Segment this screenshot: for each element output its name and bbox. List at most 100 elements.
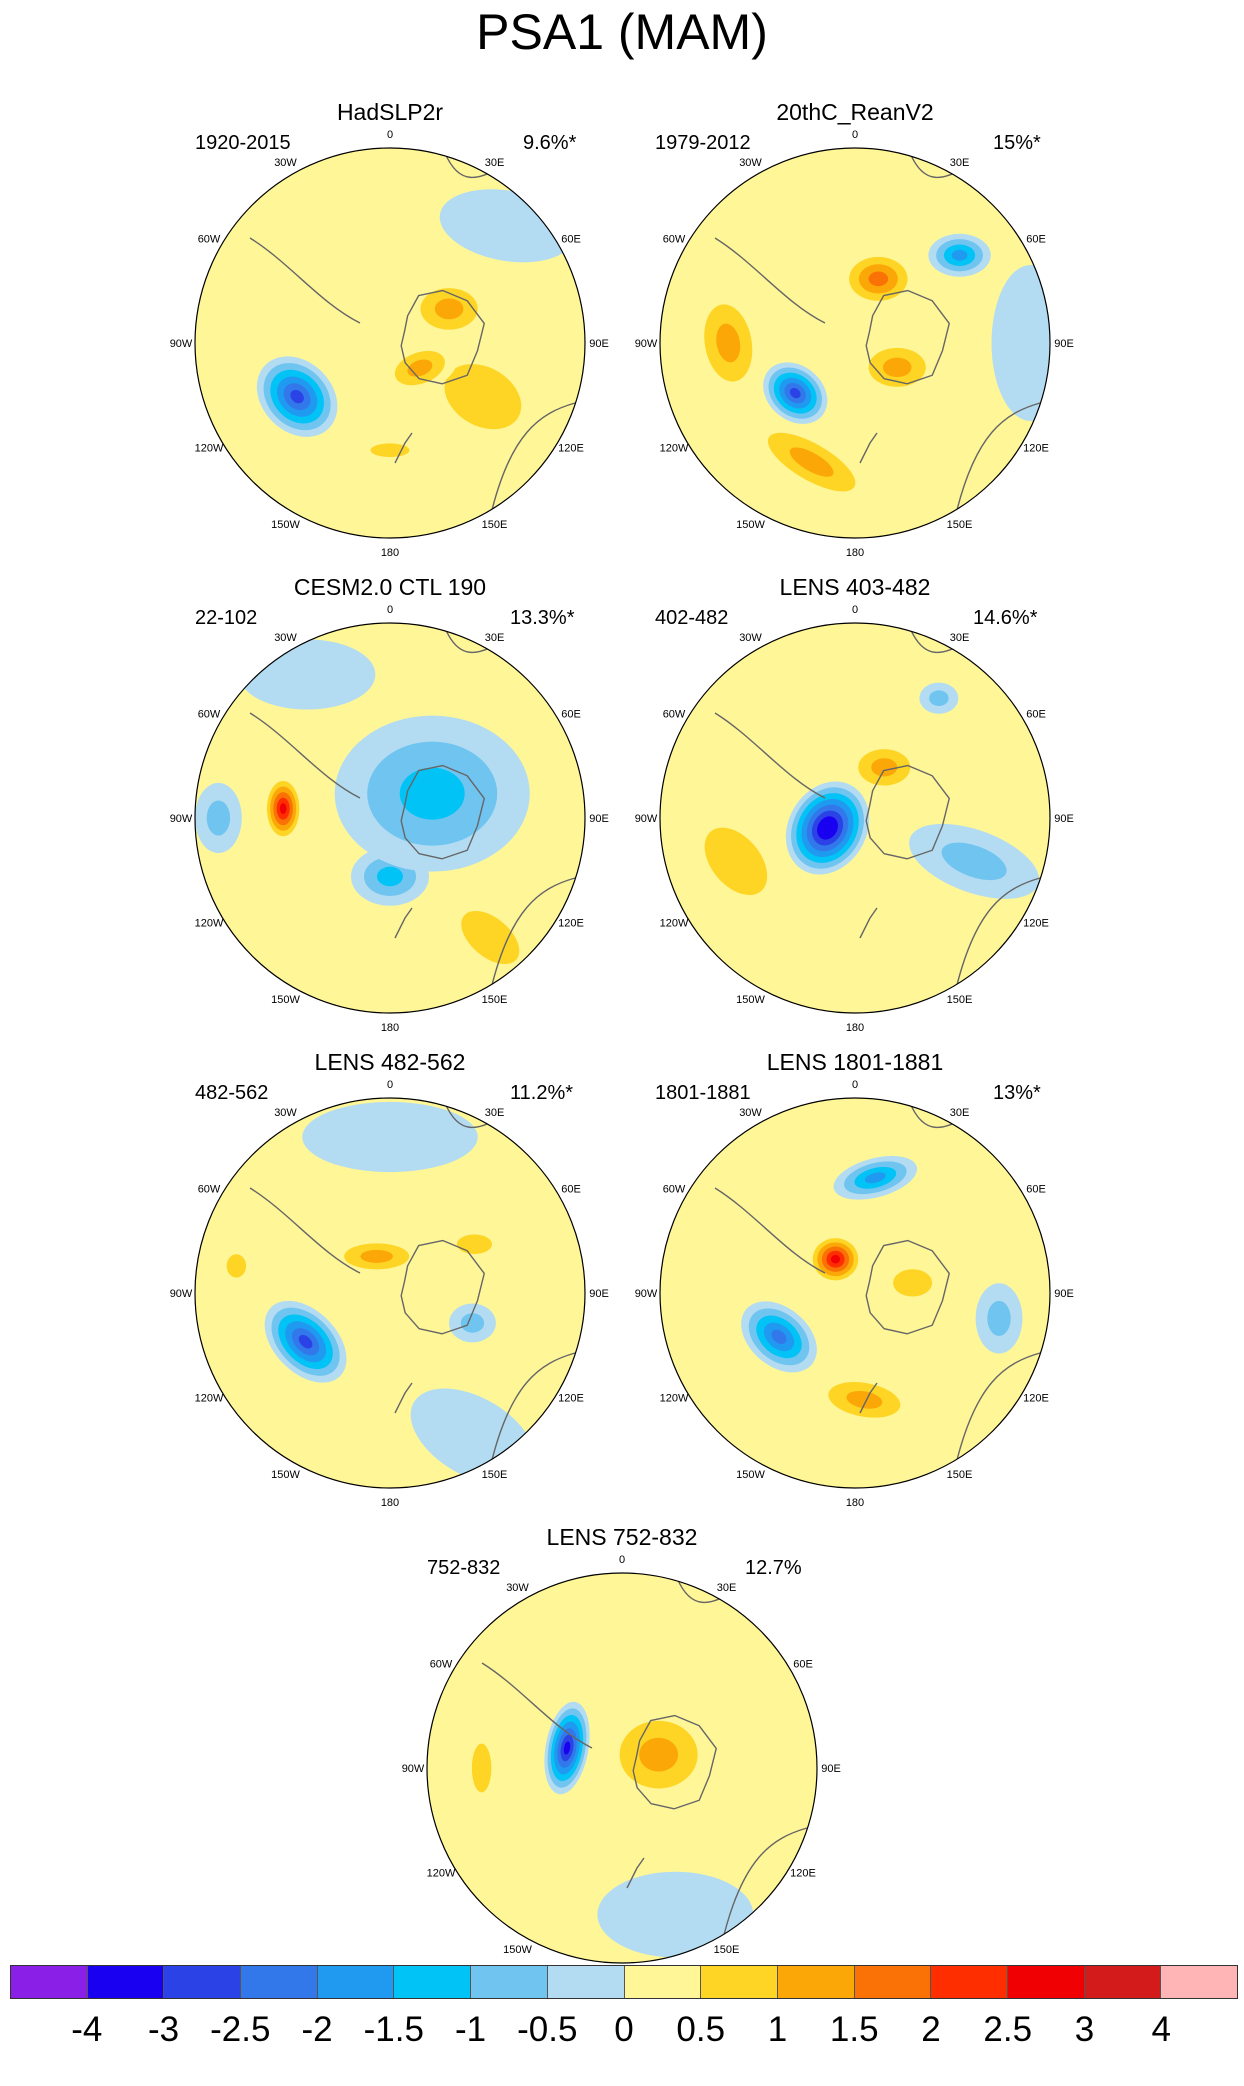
anomaly-center bbox=[909, 823, 1040, 899]
contour-fill bbox=[206, 800, 231, 836]
longitude-label: 120E bbox=[1023, 918, 1049, 930]
longitude-label: 120W bbox=[195, 443, 224, 455]
longitude-label: 120E bbox=[1023, 443, 1049, 455]
longitude-label: 120W bbox=[660, 1393, 689, 1405]
contour-fill bbox=[830, 1255, 841, 1264]
map-panel: CESM2.0 CTL 190 22-102 13.3%* 0 30E 60E 90E 120… bbox=[130, 573, 650, 1034]
longitude-label: 60E bbox=[1026, 709, 1046, 721]
longitude-label: 90E bbox=[821, 1763, 841, 1775]
panel-period: 402-482 bbox=[655, 607, 729, 629]
map-boundary bbox=[659, 1097, 1051, 1489]
longitude-label: 180 bbox=[381, 1497, 399, 1509]
map-panel: LENS 482-562 482-562 11.2%* 0 30E 60E 90E 120E 1… bbox=[130, 1048, 650, 1509]
colorbar-label: -3 bbox=[147, 2010, 180, 2049]
anomaly-center bbox=[275, 948, 392, 999]
contour-fill bbox=[275, 948, 392, 999]
coastline-antarctica bbox=[865, 764, 950, 860]
contour-fill bbox=[456, 1234, 492, 1254]
anomaly-center bbox=[238, 639, 376, 710]
anomaly-center bbox=[991, 265, 1050, 421]
anomaly-center bbox=[449, 1303, 496, 1343]
longitude-label: 30W bbox=[739, 157, 762, 169]
longitude-label: 90W bbox=[635, 338, 658, 350]
coastline-australia bbox=[954, 1352, 1041, 1469]
coastline-new-zealand bbox=[626, 1857, 645, 1889]
longitude-label: 150E bbox=[714, 1944, 740, 1956]
map-panel: LENS 1801-1881 1801-1881 13%* 0 30E 60E 90E 120… bbox=[595, 1048, 1115, 1509]
longitude-label: 90E bbox=[589, 338, 609, 350]
panel-variance: 13.3%* bbox=[510, 607, 575, 629]
longitude-label: 30E bbox=[950, 1107, 970, 1119]
coastline-south-america bbox=[714, 712, 826, 799]
longitude-label: 90E bbox=[589, 813, 609, 825]
colorbar-segment bbox=[547, 1966, 625, 1998]
longitude-label: 60W bbox=[198, 1184, 221, 1196]
coastline-south-america bbox=[481, 1662, 593, 1749]
colorbar-label: -1.5 bbox=[363, 2010, 424, 2049]
longitude-label: 0 bbox=[387, 129, 393, 141]
contour-fill bbox=[864, 1172, 886, 1184]
longitude-label: 90W bbox=[635, 1288, 658, 1300]
anomaly-center bbox=[785, 781, 870, 875]
colorbar-label: 2 bbox=[921, 2010, 941, 2049]
colorbar-segment bbox=[1161, 1966, 1237, 1998]
panel-period: 22-102 bbox=[195, 607, 258, 629]
coastline-australia bbox=[954, 877, 1041, 994]
anomaly-center bbox=[839, 249, 918, 309]
longitude-label: 150W bbox=[271, 1469, 300, 1481]
coastline-australia bbox=[489, 402, 576, 519]
map-boundary bbox=[659, 147, 1051, 539]
contour-fill bbox=[871, 758, 898, 777]
colorbar-label: 0.5 bbox=[676, 2010, 726, 2049]
longitude-label: 30W bbox=[274, 632, 297, 644]
coastline-new-zealand bbox=[859, 432, 878, 464]
colorbar-segment bbox=[931, 1966, 1008, 1998]
coastline-new-zealand bbox=[859, 907, 878, 939]
longitude-label: 30E bbox=[485, 632, 505, 644]
anomaly-center bbox=[406, 277, 493, 341]
contour-fill bbox=[991, 265, 1050, 421]
longitude-label: 30E bbox=[485, 157, 505, 169]
contour-fill bbox=[716, 323, 741, 363]
anomaly-center bbox=[763, 362, 828, 424]
panel-period: 1920-2015 bbox=[195, 132, 291, 154]
contour-fill bbox=[597, 1871, 754, 1958]
anomaly-center bbox=[351, 436, 429, 464]
panel-title: LENS 403-482 bbox=[779, 574, 931, 600]
anomaly-center bbox=[741, 1301, 817, 1373]
map-panel: 20thC_ReanV2 1979-2012 15%* 0 30E 60E 90E 120E 1… bbox=[595, 98, 1115, 559]
panel-period: 1979-2012 bbox=[655, 132, 751, 154]
contour-fill bbox=[461, 910, 520, 965]
anomaly-center bbox=[256, 356, 338, 437]
contour-fill bbox=[771, 1329, 787, 1344]
colorbar-segment bbox=[11, 1966, 88, 1998]
longitude-label: 0 bbox=[852, 129, 858, 141]
coastline-south-america bbox=[714, 1187, 826, 1274]
panel-title: HadSLP2r bbox=[336, 99, 444, 125]
colorbar-label: 3 bbox=[1074, 2010, 1095, 2049]
colorbar-label: -2 bbox=[301, 2010, 333, 2049]
coastline-australia bbox=[489, 1352, 576, 1469]
anomaly-center bbox=[216, 1242, 256, 1290]
map-panel: LENS 752-832 752-832 12.7% 0 30E 60E 90E 120E 15… bbox=[362, 1523, 882, 1984]
contour-fill bbox=[704, 827, 768, 896]
longitude-label: 60E bbox=[561, 234, 581, 246]
anomaly-center bbox=[264, 1300, 347, 1383]
colorbar-label: 1.5 bbox=[829, 2010, 879, 2049]
contour-fill bbox=[360, 1249, 393, 1263]
longitude-label: 180 bbox=[381, 1022, 399, 1034]
longitude-label: 120W bbox=[195, 1393, 224, 1405]
longitude-label: 180 bbox=[846, 1022, 864, 1034]
longitude-label: 120E bbox=[790, 1868, 816, 1880]
colorbar-label: 2.5 bbox=[983, 2010, 1033, 2049]
panel-period: 1801-1881 bbox=[655, 1082, 751, 1104]
coastline-new-zealand bbox=[394, 432, 413, 464]
panel-title: LENS 1801-1881 bbox=[766, 1049, 944, 1075]
longitude-label: 150E bbox=[482, 519, 508, 531]
longitude-label: 90W bbox=[170, 338, 193, 350]
anomaly-center bbox=[746, 418, 878, 507]
